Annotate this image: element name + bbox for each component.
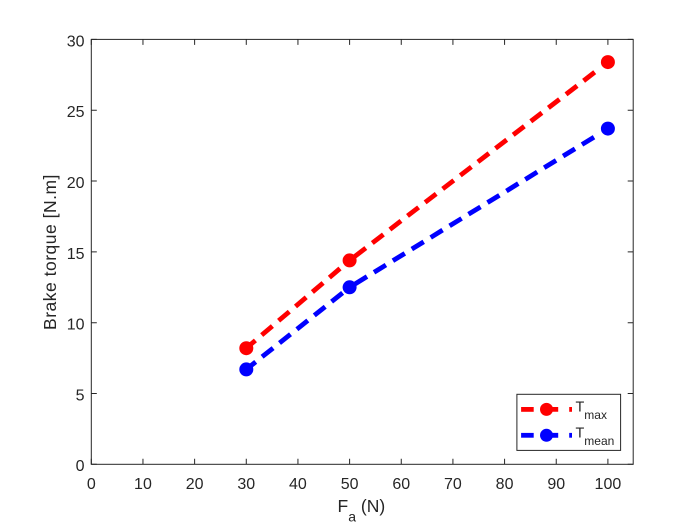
svg-text:10: 10 [67,317,85,334]
svg-text:25: 25 [67,104,85,121]
svg-text:20: 20 [67,175,85,192]
svg-text:5: 5 [76,387,85,404]
svg-text:15: 15 [67,246,85,263]
svg-text:30: 30 [67,33,85,50]
svg-text:100: 100 [595,476,622,493]
svg-text:0: 0 [87,476,96,493]
svg-text:90: 90 [547,476,565,493]
svg-text:10: 10 [134,476,152,493]
svg-text:80: 80 [496,476,514,493]
svg-text:30: 30 [237,476,255,493]
svg-text:0: 0 [76,458,85,475]
svg-text:Brake torque [N.m]: Brake torque [N.m] [40,174,60,330]
svg-text:40: 40 [289,476,307,493]
svg-text:70: 70 [444,476,462,493]
svg-text:60: 60 [392,476,410,493]
svg-text:20: 20 [186,476,204,493]
svg-text:50: 50 [341,476,359,493]
